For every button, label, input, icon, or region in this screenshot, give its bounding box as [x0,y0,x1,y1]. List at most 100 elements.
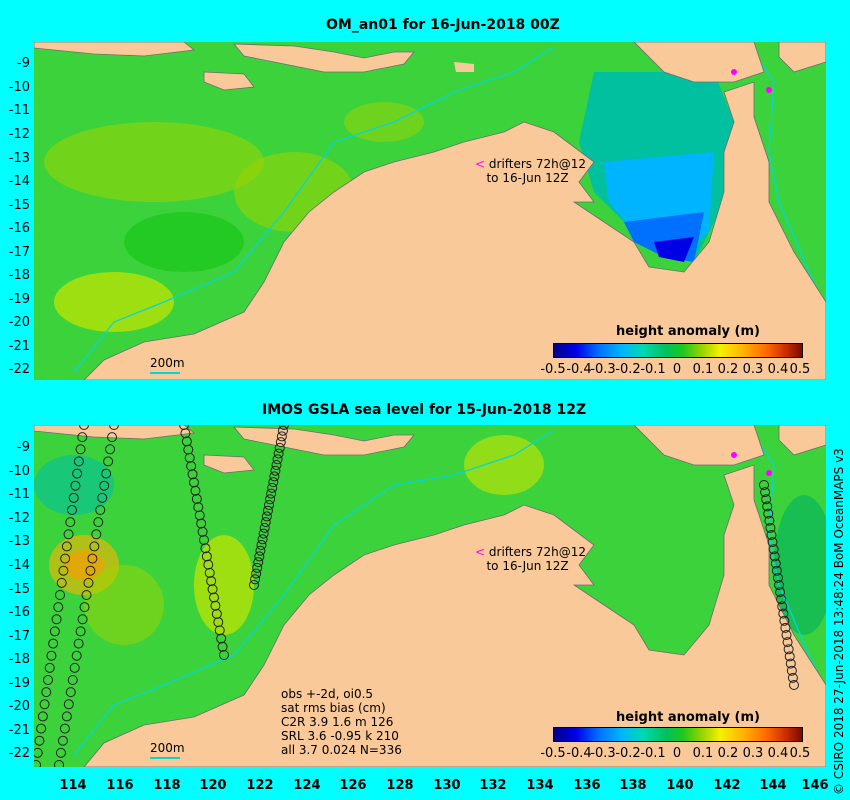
y-tick: -13 [8,534,30,549]
track-point [257,534,268,545]
track-point [256,540,267,550]
track-point [68,492,79,503]
y-tick: -11 [8,487,30,502]
track-point [72,468,83,479]
track-point [73,456,84,467]
track-point [207,584,218,595]
track-point [770,558,781,569]
track-point [190,485,201,496]
track-point [777,601,788,612]
track-point [41,687,52,698]
track-point [69,662,80,673]
track-point [199,535,209,545]
track-point [762,501,773,512]
track-point [65,517,76,528]
track-point [258,528,269,539]
track-point [778,608,789,619]
track-point [89,541,100,552]
x-tick: 138 [619,778,647,793]
x-tick: 140 [666,778,694,793]
track-point [196,518,207,529]
x-tick: 142 [713,778,741,793]
y-tick: -15 [8,582,30,597]
track-point [787,672,798,683]
track-point [49,626,60,637]
bottom-colorbar [553,727,803,742]
track-point [209,592,219,603]
y-tick: -22 [8,746,30,761]
track-point [254,551,265,562]
track-point [79,602,90,613]
y-tick: -19 [8,292,30,307]
track-point [771,565,782,576]
track-point [39,699,50,710]
y-tick: -17 [8,245,30,260]
track-point [37,711,48,722]
x-tick: 114 [59,778,87,793]
track-point [255,545,266,556]
bottom-map-title: IMOS GSLA sea level for 15-Jun-2018 12Z [262,402,587,418]
track-point [75,626,86,637]
track-point [270,465,281,476]
track-point [101,468,112,479]
track-point [67,505,77,515]
track-point [85,565,96,576]
track-point [765,522,776,533]
top-map-title: OM_an01 for 16-Jun-2018 00Z [326,17,560,33]
top-map [34,42,826,380]
track-point [776,594,787,605]
track-point [214,625,225,636]
track-point [274,442,285,453]
track-point [46,650,57,661]
y-tick: -19 [8,676,30,691]
track-point [262,505,273,516]
track-point [779,615,790,626]
track-point [191,493,202,504]
x-tick: 116 [106,778,134,793]
track-point [783,644,794,655]
y-tick: -11 [8,103,30,118]
track-point [44,662,55,673]
track-point [271,460,282,470]
track-point [107,432,118,443]
track-point [109,425,119,430]
track-point [34,747,43,758]
track-point [785,658,796,669]
x-tick: 130 [433,778,461,793]
track-point [99,480,110,491]
x-tick: 118 [153,778,181,793]
track-point [767,537,778,548]
track-point [184,452,195,463]
y-tick: -21 [8,339,30,354]
track-point [59,723,70,734]
y-tick: -18 [8,652,30,667]
x-tick: 124 [293,778,321,793]
track-point [67,675,78,685]
track-point [277,425,288,436]
track-point [759,480,769,490]
y-tick: -14 [8,174,30,189]
top-colorbar [553,343,803,358]
track-point [34,760,41,767]
track-point [260,517,271,528]
track-point [761,494,772,505]
track-point [763,508,774,519]
track-point [75,444,86,455]
track-point [65,687,76,698]
track-point [276,431,287,442]
track-point [250,574,261,585]
track-point [181,436,192,447]
track-point [275,437,286,448]
track-point [253,557,264,568]
x-tick: 134 [526,778,554,793]
track-point [194,510,205,521]
track-point [265,494,276,505]
track-point [186,461,197,472]
track-point [77,432,88,443]
track-point [53,602,64,613]
track-point [87,553,98,564]
track-point [83,577,94,588]
y-tick: -14 [8,558,30,573]
track-point [179,425,189,430]
y-tick: -9 [17,56,30,71]
